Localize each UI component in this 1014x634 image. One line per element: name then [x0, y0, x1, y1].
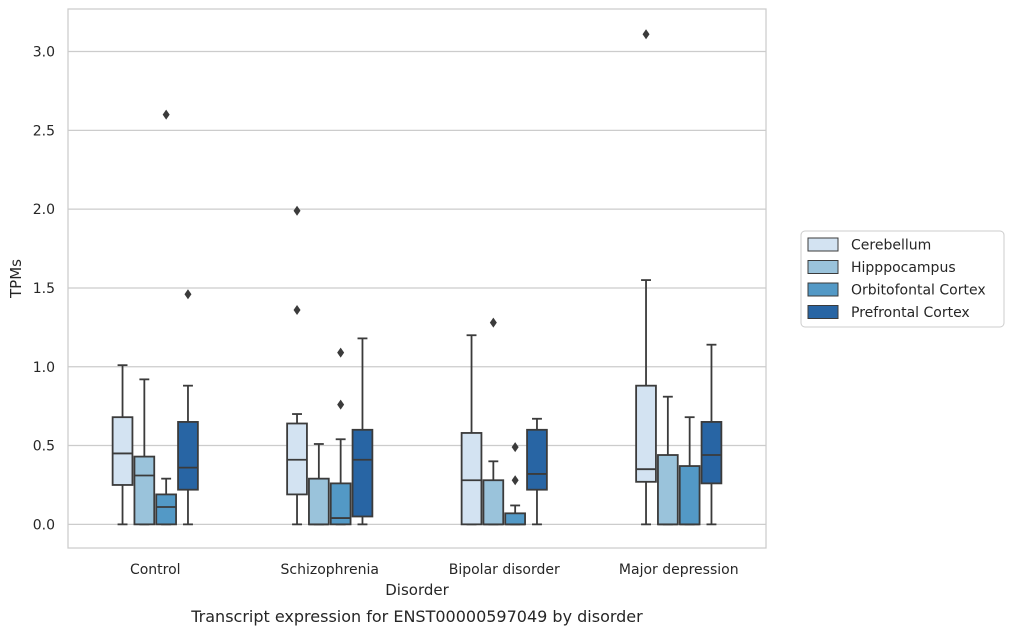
box-group — [133, 378, 156, 526]
box — [177, 421, 199, 491]
outlier-point — [489, 317, 497, 328]
legend-label: Orbitofontal Cortex — [851, 283, 986, 299]
legend-swatch — [807, 305, 839, 319]
box — [635, 384, 657, 483]
box — [678, 465, 701, 526]
outlier-point — [511, 475, 519, 486]
box-group — [177, 289, 199, 526]
box-group — [700, 343, 723, 526]
legend-label: Hipppocampus — [851, 260, 956, 276]
box — [351, 428, 374, 518]
box-group — [657, 395, 679, 526]
box — [504, 512, 526, 526]
y-tick-label: 2.5 — [33, 123, 55, 139]
y-tick-label: 2.0 — [33, 202, 55, 218]
box — [482, 479, 505, 526]
x-tick-labels: Control Schizophrenia Bipolar disorder Majo… — [130, 562, 739, 578]
y-tick-label: 1.0 — [33, 360, 55, 376]
x-tick-label: Major depression — [619, 562, 739, 578]
grid-lines — [68, 50, 766, 525]
legend-frame — [800, 230, 1005, 328]
outlier-point — [162, 109, 170, 120]
box-group — [286, 205, 308, 526]
legend-swatch — [807, 237, 839, 252]
box-group — [308, 443, 330, 526]
outlier-point — [337, 399, 345, 410]
box-group — [460, 334, 483, 526]
box — [700, 421, 723, 485]
box-plots — [111, 29, 723, 526]
plot-frame — [67, 8, 767, 549]
box-group — [155, 109, 177, 526]
y-tick-label: 0.5 — [33, 439, 55, 455]
box — [155, 493, 177, 526]
box — [133, 455, 156, 526]
box-group — [351, 337, 374, 526]
figure-caption: Transcript expression for ENST0000059704… — [190, 607, 643, 626]
box-group — [526, 417, 548, 526]
box-group — [504, 442, 526, 526]
legend-label: Cerebellum — [851, 238, 931, 254]
legend-label: Prefrontal Cortex — [851, 305, 970, 321]
box-group — [678, 416, 701, 526]
y-tick-label: 0.0 — [33, 517, 55, 533]
box — [657, 454, 679, 526]
y-tick-label: 1.5 — [33, 281, 55, 297]
box-group — [329, 347, 352, 526]
box — [460, 432, 483, 526]
outlier-point — [184, 289, 192, 300]
outlier-point — [293, 305, 301, 316]
box-group — [111, 364, 134, 526]
y-tick-label: 3.0 — [33, 45, 55, 61]
x-tick-label: Control — [130, 562, 181, 578]
y-tick-labels: 0.0 0.5 1.0 1.5 2.0 2.5 3.0 — [33, 45, 55, 534]
box — [111, 416, 134, 486]
box — [526, 428, 548, 491]
x-axis-title: Disorder — [385, 581, 449, 599]
box — [308, 477, 330, 526]
box-group — [635, 29, 657, 526]
box — [329, 482, 352, 526]
outlier-point — [642, 29, 650, 40]
box-group — [482, 317, 505, 526]
outlier-point — [337, 347, 345, 358]
x-tick-label: Schizophrenia — [281, 562, 379, 578]
legend: Cerebellum Hipppocampus Orbitofontal Corte… — [800, 230, 1005, 328]
outlier-point — [511, 442, 519, 453]
outlier-point — [293, 205, 301, 216]
y-axis-title: TPMs — [7, 259, 25, 299]
legend-swatch — [807, 282, 839, 297]
legend-swatch — [807, 260, 839, 274]
x-tick-label: Bipolar disorder — [449, 562, 560, 578]
